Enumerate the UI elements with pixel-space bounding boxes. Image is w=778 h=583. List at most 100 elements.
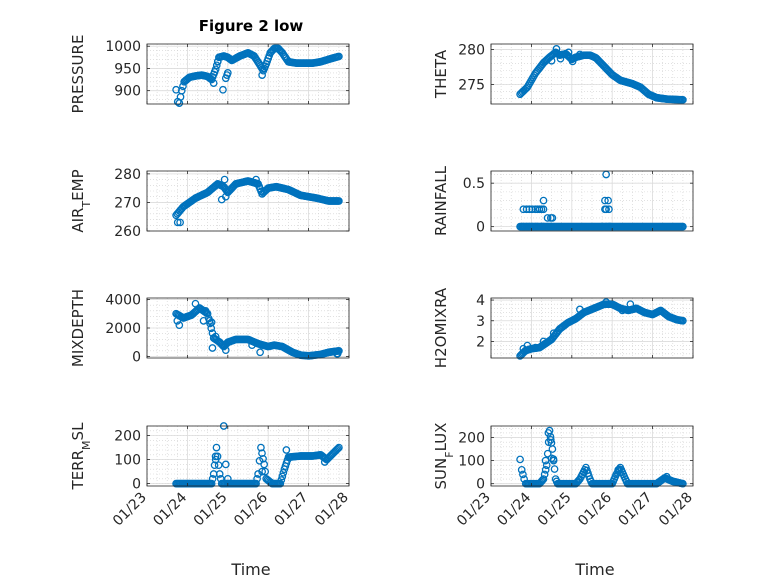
data-point xyxy=(542,461,551,470)
data-point xyxy=(552,45,561,53)
data-point xyxy=(614,465,623,474)
y-axis-label: PRESSURE xyxy=(69,35,87,114)
y-tick-label: 4 xyxy=(476,293,485,309)
y-axis-label: AIRTEMP xyxy=(69,169,93,232)
y-tick-label: 900 xyxy=(114,84,141,100)
data-point xyxy=(219,85,227,94)
y-tick-label: 200 xyxy=(458,431,485,447)
data-point xyxy=(539,337,548,346)
axes-theta: 275 280 THETA xyxy=(432,43,694,105)
series-markers-mixdepth xyxy=(172,299,343,360)
series-markers-theta xyxy=(516,45,687,104)
data-point xyxy=(539,475,548,483)
data-point xyxy=(221,74,230,83)
data-point xyxy=(546,435,555,444)
data-point xyxy=(215,470,224,478)
data-point xyxy=(333,349,342,358)
data-point xyxy=(212,61,221,70)
data-point xyxy=(531,343,540,352)
data-point xyxy=(176,218,184,227)
data-point xyxy=(568,57,577,66)
y-tick-label: 2000 xyxy=(105,321,141,337)
data-point xyxy=(541,465,550,474)
x-tick-label: 01/28 xyxy=(312,490,352,530)
series-markers-rainfall xyxy=(516,170,687,231)
data-point xyxy=(602,298,610,306)
axes-box xyxy=(146,425,350,487)
y-axis-label: TERRMSL xyxy=(69,422,93,491)
data-point xyxy=(537,477,546,486)
data-point xyxy=(539,196,548,205)
data-point xyxy=(211,65,220,74)
data-point xyxy=(213,57,222,66)
data-point xyxy=(580,468,588,477)
y-axis-label: MIXDEPTH xyxy=(69,289,87,367)
figure-title: Figure 2 low xyxy=(199,17,304,35)
data-point xyxy=(208,474,217,483)
data-point xyxy=(211,332,220,341)
data-point xyxy=(543,222,552,231)
axes-air_temp: 260 270 280 AIRTEMP xyxy=(69,167,350,240)
data-point xyxy=(258,71,266,79)
series-markers-pressure xyxy=(172,44,343,107)
x-tick-label: 01/28 xyxy=(656,490,696,530)
data-point xyxy=(543,214,552,222)
axes-box xyxy=(490,170,694,232)
data-point xyxy=(626,300,635,309)
data-point xyxy=(278,472,287,481)
data-point xyxy=(254,470,262,478)
data-point xyxy=(209,79,218,87)
data-point xyxy=(618,306,627,315)
data-point xyxy=(540,470,549,479)
y-tick-label: 950 xyxy=(114,61,141,77)
data-point xyxy=(679,95,687,104)
data-point xyxy=(276,479,285,488)
data-point xyxy=(220,175,229,184)
axes-box xyxy=(490,425,694,487)
axes-terr_msl: 0 100 200 01/23 01/24 01/25 01/26 01/27 01/28 TER… xyxy=(69,422,352,529)
data-point xyxy=(205,317,214,325)
data-point xyxy=(517,465,526,474)
data-point xyxy=(576,305,584,314)
axes-sun_flux: 0 100 200 01/23 01/24 01/25 01/26 01/27 01/28 SUN… xyxy=(432,423,696,530)
y-tick-label: 260 xyxy=(114,224,141,240)
y-tick-label: 100 xyxy=(114,453,141,469)
data-point xyxy=(191,299,200,308)
data-point xyxy=(279,468,288,477)
x-tick-label: 01/26 xyxy=(231,489,271,529)
data-point xyxy=(335,197,343,205)
x-tick-label: 01/24 xyxy=(494,489,534,529)
y-tick-label: 100 xyxy=(458,454,485,470)
data-point xyxy=(253,474,261,483)
data-point xyxy=(256,348,264,357)
data-point xyxy=(539,205,548,214)
data-point xyxy=(223,474,232,483)
data-point xyxy=(547,56,556,65)
y-axis-label: RAINFALL xyxy=(432,165,450,236)
data-point xyxy=(175,321,184,329)
x-axis-label-right: Time xyxy=(574,560,614,579)
data-point xyxy=(523,341,532,350)
data-point xyxy=(208,344,217,352)
series-markers-sun_flux xyxy=(516,426,687,488)
y-tick-label: 2 xyxy=(476,334,485,350)
data-point xyxy=(516,455,524,464)
data-point xyxy=(252,479,260,488)
series-markers-air_temp xyxy=(172,175,343,227)
data-point xyxy=(259,454,267,463)
y-tick-label: 0 xyxy=(132,350,141,366)
x-tick-label: 01/24 xyxy=(150,489,190,529)
data-point xyxy=(556,54,565,63)
axes-h2omixra: 2 3 4 H2OMIXRA xyxy=(432,287,694,368)
x-tick-label: 01/23 xyxy=(110,490,150,530)
axes-rainfall: 0 0.5 RAINFALL xyxy=(432,165,694,236)
data-point xyxy=(544,429,553,437)
data-point xyxy=(528,222,537,231)
y-axis-label: SUNFLUX xyxy=(432,423,456,490)
axes-pressure: 900 950 1000 PRESSURE xyxy=(69,35,350,114)
data-point xyxy=(522,222,531,231)
data-point xyxy=(543,449,552,458)
y-tick-label: 200 xyxy=(114,429,141,445)
y-axis-label: H2OMIXRA xyxy=(432,287,450,368)
